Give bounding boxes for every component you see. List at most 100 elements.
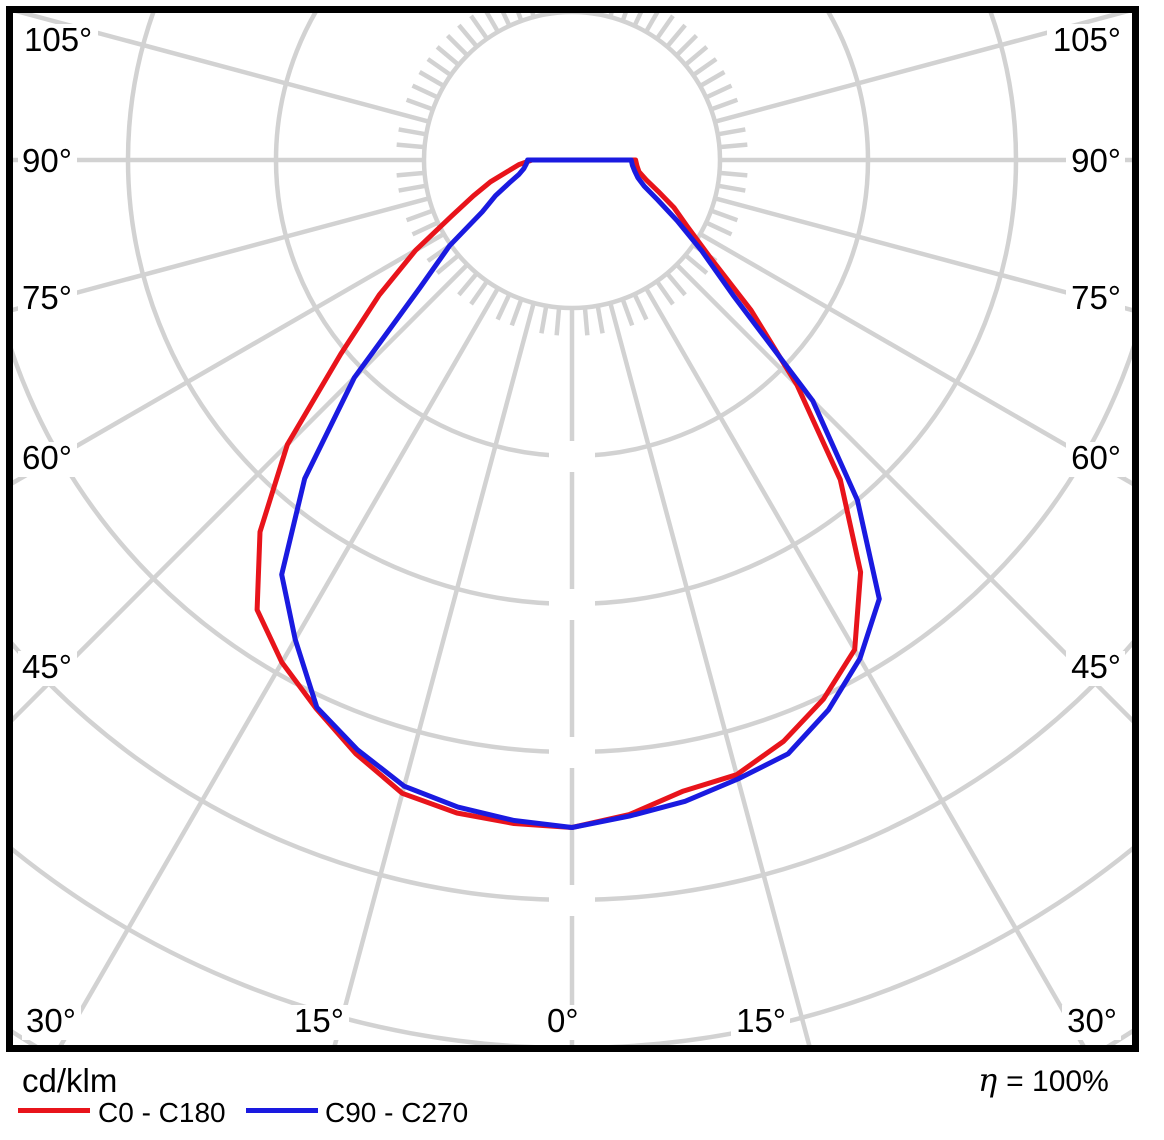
angle-tick bbox=[396, 170, 425, 178]
angle-tick bbox=[675, 33, 699, 57]
radial-line bbox=[714, 196, 1133, 313]
ring-label-gap bbox=[549, 737, 595, 768]
angle-tick bbox=[683, 45, 709, 67]
angle-tick bbox=[620, 298, 635, 327]
angle-label-bg bbox=[1066, 282, 1125, 317]
angle-tick bbox=[445, 33, 469, 57]
angle-tick bbox=[457, 271, 479, 297]
angle-label: 15° bbox=[294, 1002, 344, 1039]
angle-label: 30° bbox=[1067, 1002, 1117, 1039]
unit-label: cd/klm bbox=[22, 1062, 118, 1099]
angle-label: 0° bbox=[547, 1002, 579, 1039]
radial-line bbox=[13, 263, 469, 723]
angle-label-bg bbox=[1066, 145, 1125, 180]
angle-tick bbox=[469, 279, 489, 306]
angle-label: 60° bbox=[1071, 439, 1121, 476]
angle-label: 60° bbox=[22, 439, 72, 476]
legend: C0 - C180 C90 - C270 bbox=[0, 1056, 1164, 1140]
angle-tick bbox=[483, 12, 500, 33]
angle-label: 90° bbox=[1071, 142, 1121, 179]
angle-label: 105° bbox=[24, 21, 92, 58]
chart-footer: cd/klm C0 - C180 C90 - C270 η = 100% bbox=[0, 1056, 1164, 1140]
angle-label-bg bbox=[18, 651, 77, 686]
legend-swatch-c90-c270 bbox=[246, 1108, 318, 1113]
efficiency-label: η = 100% bbox=[978, 1061, 1109, 1099]
angle-tick bbox=[710, 208, 739, 223]
radial-line bbox=[13, 232, 445, 486]
angle-tick bbox=[719, 142, 748, 150]
angle-tick bbox=[398, 183, 427, 193]
angle-tick bbox=[665, 271, 687, 297]
angle-tick bbox=[435, 253, 461, 275]
angle-label-bg bbox=[18, 442, 77, 477]
angle-label-bg bbox=[1047, 24, 1125, 59]
angle-tick bbox=[554, 307, 562, 336]
angle-label: 45° bbox=[1071, 648, 1121, 685]
angle-tick bbox=[405, 208, 434, 223]
angle-tick bbox=[418, 70, 445, 88]
angle-label: 105° bbox=[1053, 21, 1121, 58]
radial-line bbox=[58, 287, 500, 1045]
angle-label: 75° bbox=[1071, 279, 1121, 316]
angle-label-bg bbox=[1066, 442, 1125, 477]
angle-label-bg bbox=[1062, 1005, 1121, 1040]
angle-tick bbox=[411, 83, 439, 100]
angle-tick bbox=[620, 12, 629, 22]
angle-tick bbox=[398, 127, 427, 137]
angle-tick bbox=[396, 142, 425, 150]
angle-tick bbox=[665, 23, 687, 49]
radial-line bbox=[699, 232, 1133, 487]
angle-label-bg bbox=[731, 1005, 790, 1040]
eta-value: = 100% bbox=[1006, 1065, 1109, 1098]
angle-tick bbox=[717, 183, 746, 193]
angle-label: 45° bbox=[22, 648, 72, 685]
angle-tick bbox=[539, 305, 549, 334]
angle-label: 30° bbox=[26, 1002, 76, 1039]
angle-tick bbox=[515, 12, 524, 22]
angle-label-bg bbox=[22, 1005, 81, 1040]
angle-label-bg bbox=[20, 24, 98, 59]
radial-line bbox=[13, 196, 430, 313]
angle-tick bbox=[699, 70, 726, 88]
angle-label-bg bbox=[18, 282, 77, 317]
angle-tick bbox=[411, 220, 439, 237]
radial-line bbox=[714, 12, 1133, 124]
ring-label-gap bbox=[549, 441, 595, 472]
legend-swatch-c0-c180 bbox=[18, 1108, 90, 1113]
angle-label-bg bbox=[18, 145, 77, 180]
angle-label: 75° bbox=[22, 279, 72, 316]
angle-tick bbox=[655, 279, 675, 306]
radial-line bbox=[608, 302, 812, 1045]
angle-tick bbox=[691, 57, 718, 77]
angle-tick bbox=[405, 97, 434, 112]
angle-tick bbox=[435, 45, 461, 67]
angle-tick bbox=[582, 307, 590, 336]
angle-label-bg bbox=[1066, 651, 1125, 686]
angle-tick bbox=[717, 127, 746, 137]
radial-line bbox=[13, 12, 430, 124]
angle-tick bbox=[500, 12, 512, 27]
angle-tick bbox=[705, 220, 733, 237]
curve-c90-c270 bbox=[279, 157, 882, 830]
angle-tick bbox=[495, 293, 512, 321]
angle-tick bbox=[595, 305, 605, 334]
angle-tick bbox=[719, 170, 748, 178]
angle-label: 90° bbox=[22, 142, 72, 179]
angle-tick bbox=[457, 23, 479, 49]
angle-tick bbox=[469, 14, 489, 41]
ring-label-gap bbox=[549, 589, 595, 620]
angle-tick bbox=[509, 298, 524, 327]
legend-label-c0-c180: C0 - C180 bbox=[98, 1097, 226, 1128]
angle-tick bbox=[705, 83, 733, 100]
plot-background bbox=[0, 0, 1164, 1056]
radial-line bbox=[644, 287, 1086, 1045]
angle-label-bg bbox=[543, 1005, 584, 1040]
angle-tick bbox=[632, 12, 644, 27]
eta-symbol: η bbox=[978, 1061, 998, 1099]
legend-label-c90-c270: C90 - C270 bbox=[325, 1097, 469, 1128]
polar-chart: 105° 90° 75° 60° 45° 30° 15° 0° 15° 30° 45° 60° 75° 9… bbox=[0, 0, 1164, 1056]
angle-tick bbox=[644, 12, 661, 33]
ring-label-gap bbox=[549, 885, 595, 916]
angle-tick bbox=[655, 14, 675, 41]
